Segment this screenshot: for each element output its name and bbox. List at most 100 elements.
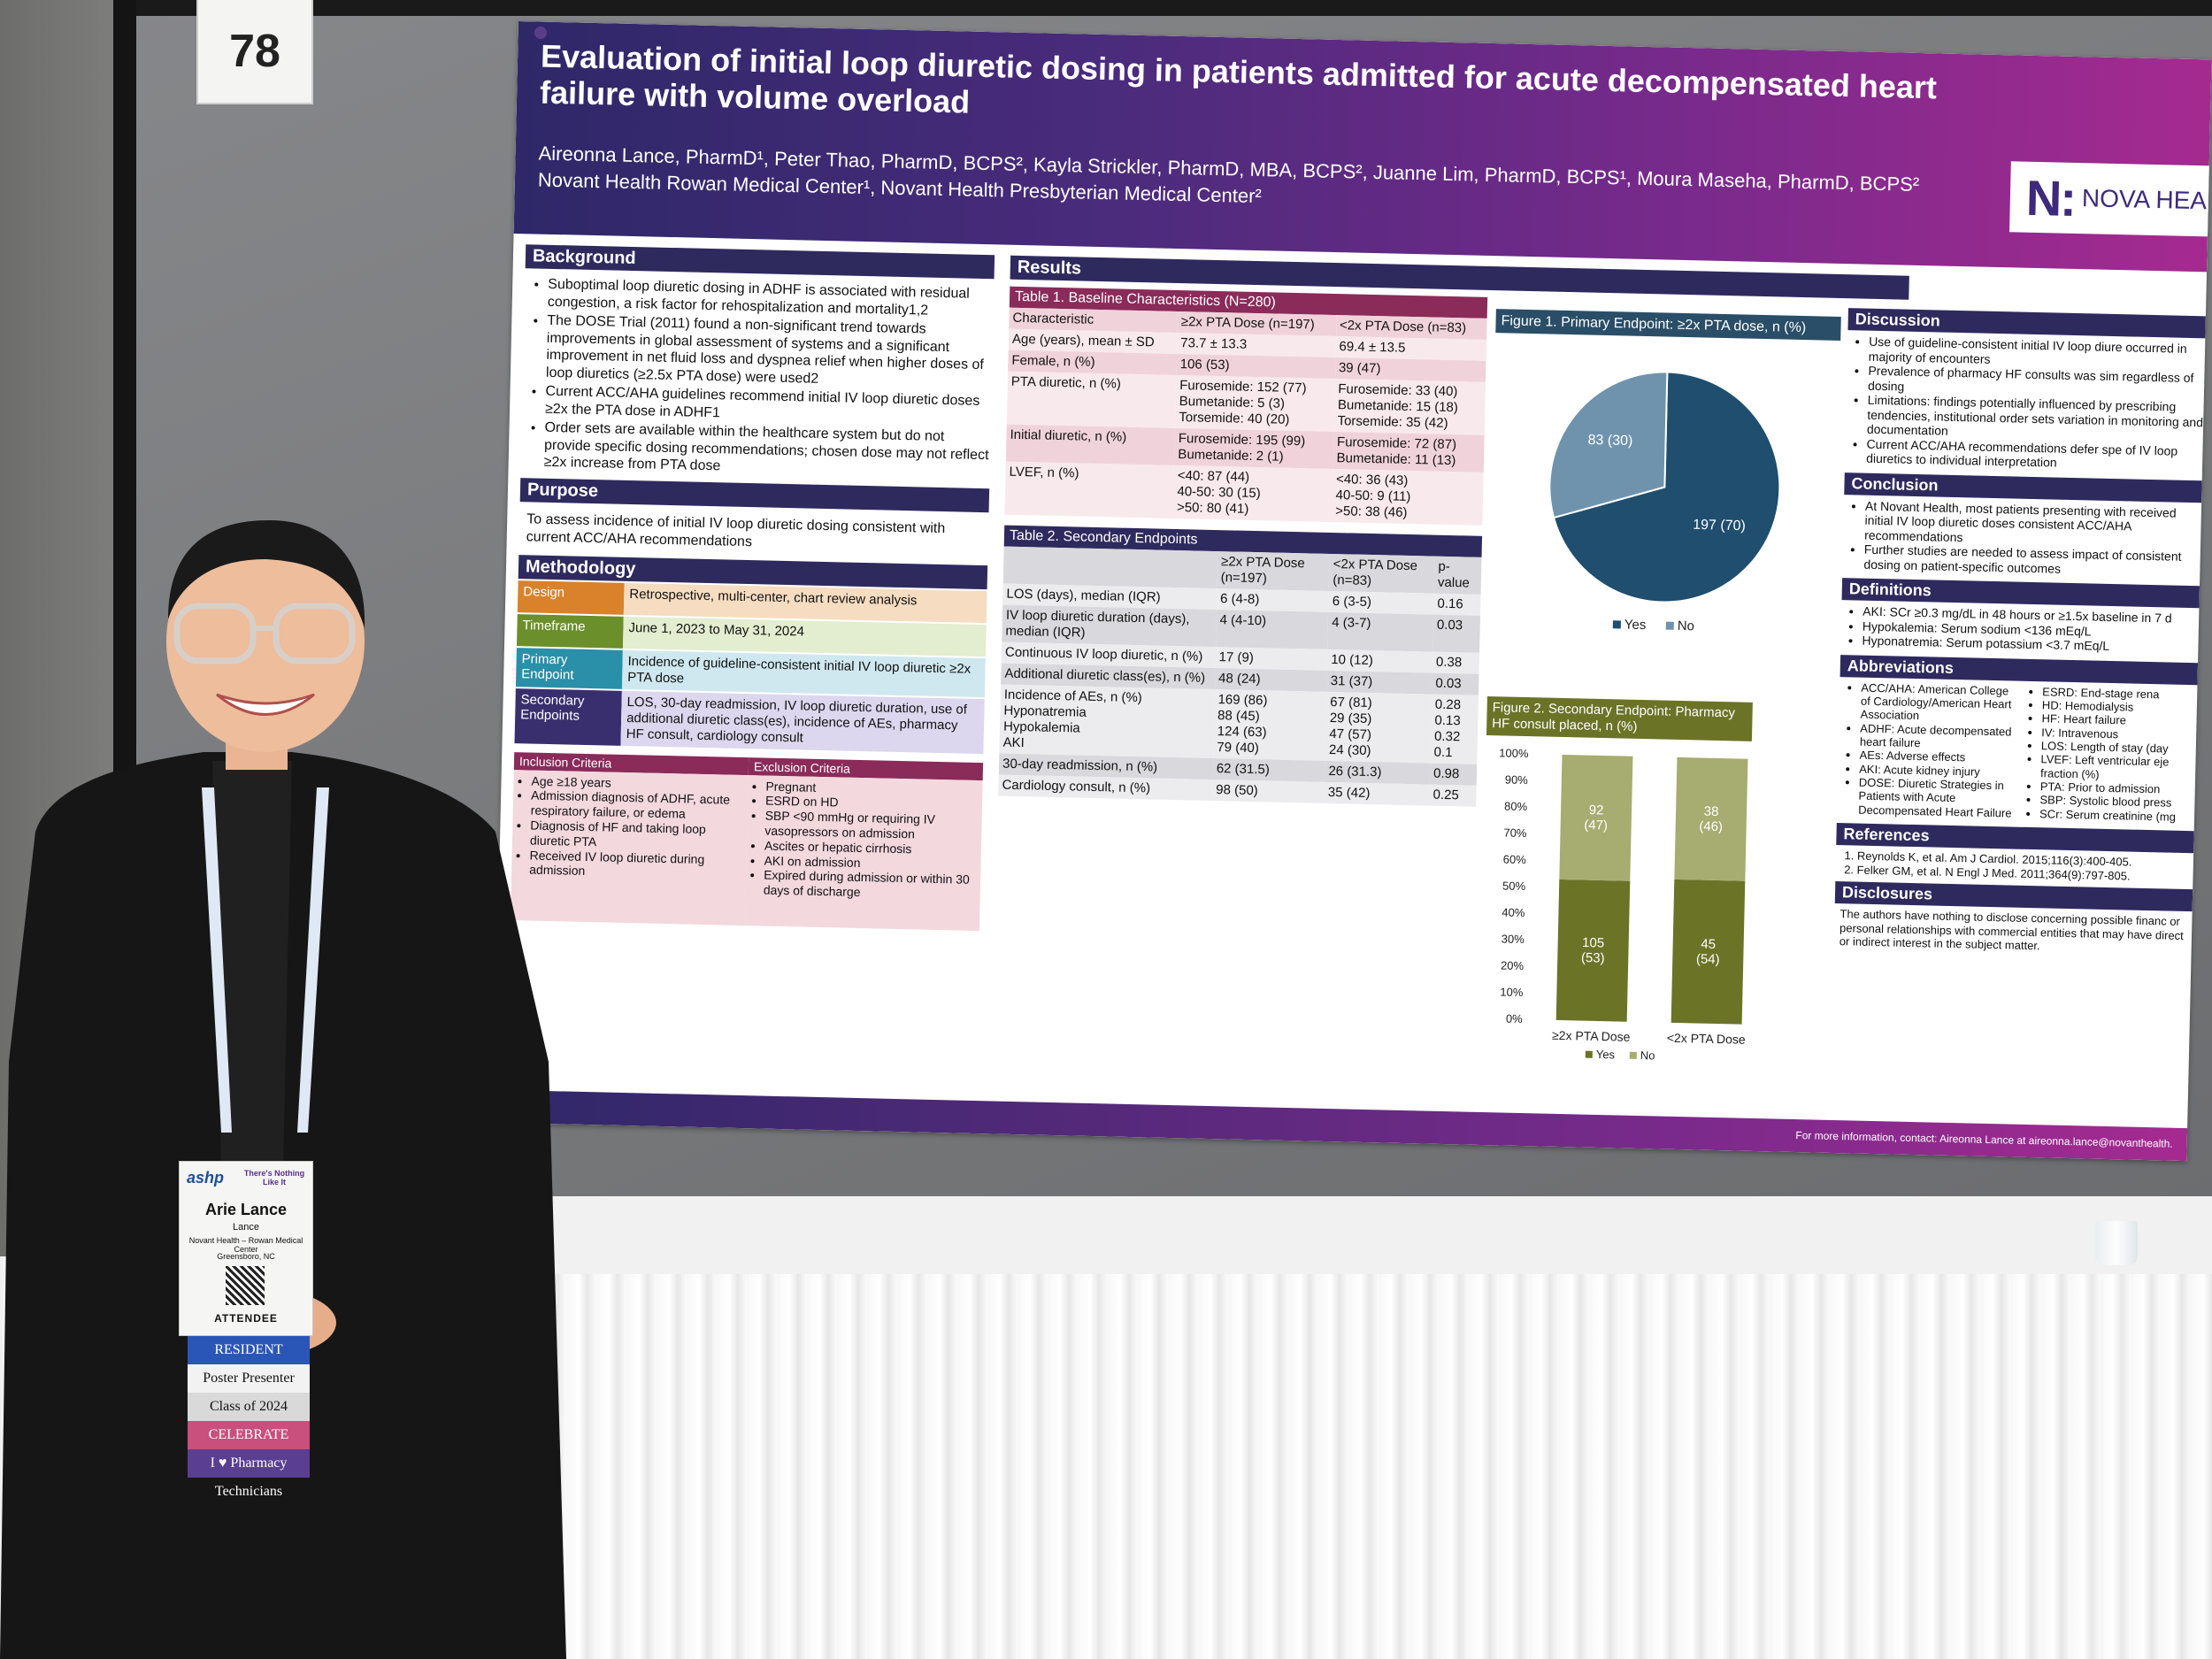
y-tick-label: 0% <box>1506 1012 1524 1025</box>
pie-slice-no <box>1548 371 1669 519</box>
pie-chart: 197 (70) 83 (30) Yes No <box>1548 371 1781 634</box>
poster-title: Evaluation of initial loop diuretic dosi… <box>539 37 1938 120</box>
table-cell: Furosemide: 33 (40) Bumetanide: 15 (18) … <box>1333 379 1486 435</box>
bar-data-label: 45 <box>1701 937 1716 952</box>
y-tick-label: 80% <box>1504 800 1528 814</box>
definitions-list: AKI: SCr ≥0.3 mg/dL in 48 hours or ≥1.5x… <box>1840 603 2199 656</box>
exclusion-list: PregnantESRD on HDSBP <90 mmHg or requir… <box>744 774 983 931</box>
pie-slice-label: 83 (30) <box>1587 433 1632 449</box>
conclusion-bullet: At Novant Health, most patients presenti… <box>1864 498 2201 549</box>
figure2: Figure 2. Secondary Endpoint: Pharmacy H… <box>1479 696 1753 1074</box>
board-frame-top <box>134 0 2212 16</box>
y-tick-label: 40% <box>1502 905 1525 919</box>
table-cell: <40: 87 (44) 40-50: 30 (15) >50: 80 (41) <box>1172 465 1333 522</box>
badge-role: ATTENDEE <box>214 1312 278 1325</box>
table-cell: <2x PTA Dose (n=83) <box>1329 553 1435 594</box>
y-tick-label: 20% <box>1501 958 1525 972</box>
bar-data-label: 105 <box>1582 935 1604 951</box>
figure1: Figure 1. Primary Endpoint: ≥2x PTA dose… <box>1487 309 1841 688</box>
references-list: Reynolds K, et al. Am J Cardiol. 2015;11… <box>1835 849 2193 884</box>
poster-column-left: Background Suboptimal loop diuretic dosi… <box>510 244 995 931</box>
stacked-bar-chart: 100% 90% 80% 70% 60% 50% 40% 30% 20% 10% 0% 105(53)… <box>1499 746 1748 1062</box>
badge-slogan: There's Nothing Like It <box>243 1169 305 1187</box>
table-row: Incidence of AEs, n (%) Hyponatremia Hyp… <box>999 684 1479 764</box>
table-cell: Incidence of AEs, n (%) Hyponatremia Hyp… <box>999 684 1215 759</box>
smile <box>216 693 315 716</box>
poster-authors: Aireonna Lance, PharmD¹, Peter Thao, Pha… <box>538 141 1955 226</box>
disclosures-text: The authors have nothing to disclose con… <box>1839 907 2184 953</box>
methodology-table: Design Retrospective, multi-center, chart… <box>514 580 987 754</box>
table-cell: ≥2x PTA Dose (n=197) <box>1217 551 1331 591</box>
exclusion-item: Expired during admission or within 30 da… <box>764 868 976 902</box>
table-cell: 4 (3-7) <box>1327 611 1434 652</box>
background-bullet: Order sets are available within the heal… <box>543 419 990 481</box>
bar-segment-yes <box>1671 879 1746 1025</box>
table-cell <box>1002 546 1218 589</box>
criteria-section: Inclusion Criteria Age ≥18 yearsAdmissio… <box>510 751 984 931</box>
presenter-person <box>0 520 566 1659</box>
qr-code-icon <box>226 1266 265 1305</box>
table-cell: 169 (86) 88 (45) 124 (63) 79 (40) <box>1213 689 1327 761</box>
plastic-cup <box>2095 1221 2138 1265</box>
badge-employer: Novant Health – Rowan Medical Center <box>188 1236 303 1254</box>
table-cell: 10 (12) <box>1327 649 1433 673</box>
bar-segment-no <box>1674 757 1748 881</box>
table-cell: LVEF, n (%) <box>1004 461 1175 518</box>
bar-data-label: 92 <box>1589 803 1604 818</box>
push-pin-icon <box>534 27 547 39</box>
badge-ribbon: RESIDENT <box>188 1336 310 1364</box>
bar-segment-yes <box>1555 879 1631 1022</box>
table-cell: 6 (3-5) <box>1328 590 1434 615</box>
table-cell: 0.25 <box>1429 784 1477 807</box>
polka-dot-blouse <box>212 761 292 1168</box>
pie-slice-label: 197 (70) <box>1693 518 1746 534</box>
table-row: LVEF, n (%) <40: 87 (44) 40-50: 30 (15) >… <box>1004 461 1484 526</box>
table-cell: 31 (37) <box>1326 670 1432 695</box>
conference-badge: ashp There's Nothing Like It Arie Lance … <box>179 1161 313 1336</box>
table-cell: IV loop diuretic duration (days), median… <box>1002 604 1217 648</box>
table-cell: 0.03 <box>1432 672 1479 695</box>
table-cell: 0.38 <box>1432 651 1480 674</box>
badge-city: Greensboro, NC <box>217 1252 275 1261</box>
baseline-table: Characteristic ≥2x PTA Dose (n=197) <2x PT… <box>1004 307 1487 526</box>
poster-column-results: Results Table 1. Baseline Characteristic… <box>998 255 1909 807</box>
table-cell: Initial diuretic, n (%) <box>1005 424 1176 465</box>
methodology-value: Incidence of guideline-consistent initia… <box>621 649 986 697</box>
abbreviation-item: ACC/AHA: American College of Cardiology/… <box>1860 680 2016 725</box>
poster-header: Evaluation of initial loop diuretic dosi… <box>513 21 2212 273</box>
conclusion-list: At Novant Health, most patients presenti… <box>1842 498 2201 580</box>
legend-label: No <box>1678 618 1695 634</box>
table-cell: 4 (4-10) <box>1215 610 1329 649</box>
table-skirt <box>416 1274 2212 1659</box>
board-number-card: 78 <box>196 0 313 104</box>
y-tick-label: 50% <box>1502 879 1526 893</box>
table-cell: 35 (42) <box>1324 781 1430 806</box>
table-cell: 0.98 <box>1429 763 1478 786</box>
table-cell: 0.16 <box>1433 593 1481 616</box>
novant-logo: N: NOVA HEAL <box>2009 161 2212 237</box>
abbreviations-right: ESRD: End-stage renaHD: HemodialysisHF: … <box>2018 684 2197 824</box>
table-cell: Cardiology consult, n (%) <box>998 774 1213 802</box>
table-cell: 26 (31.3) <box>1325 760 1431 785</box>
background-heading: Background <box>525 244 995 280</box>
bar-data-label: (53) <box>1581 950 1605 966</box>
x-category-label: <2x PTA Dose <box>1667 1031 1746 1047</box>
discussion-bullet: Limitations: findings potentially influe… <box>1867 393 2204 444</box>
discussion-list: Use of guideline-consistent initial IV l… <box>1845 334 2205 473</box>
x-category-label: ≥2x PTA Dose <box>1552 1028 1631 1044</box>
badge-ribbon: CELEBRATE DIVERSITY <box>188 1421 310 1471</box>
table-cell: 0.03 <box>1432 614 1481 653</box>
legend-label: Yes <box>1624 618 1647 634</box>
lanyard-right <box>297 787 329 1133</box>
table-cell: 17 (9) <box>1215 647 1328 671</box>
table-cell: Furosemide: 72 (87) Bumetanide: 11 (13) <box>1333 432 1485 472</box>
poster-column-right: Discussion Use of guideline-consistent i… <box>1834 308 2206 960</box>
legend-swatch <box>1585 1050 1593 1058</box>
legend-label: Yes <box>1596 1048 1616 1061</box>
bar-data-label: 38 <box>1704 804 1719 819</box>
bar-data-label: (47) <box>1584 818 1608 833</box>
table-cell: 6 (4-8) <box>1216 588 1330 612</box>
abbreviation-item: SCr: Serum creatinine (mg <box>2039 807 2194 824</box>
figure2-caption: Figure 2. Secondary Endpoint: Pharmacy H… <box>1486 696 1753 741</box>
